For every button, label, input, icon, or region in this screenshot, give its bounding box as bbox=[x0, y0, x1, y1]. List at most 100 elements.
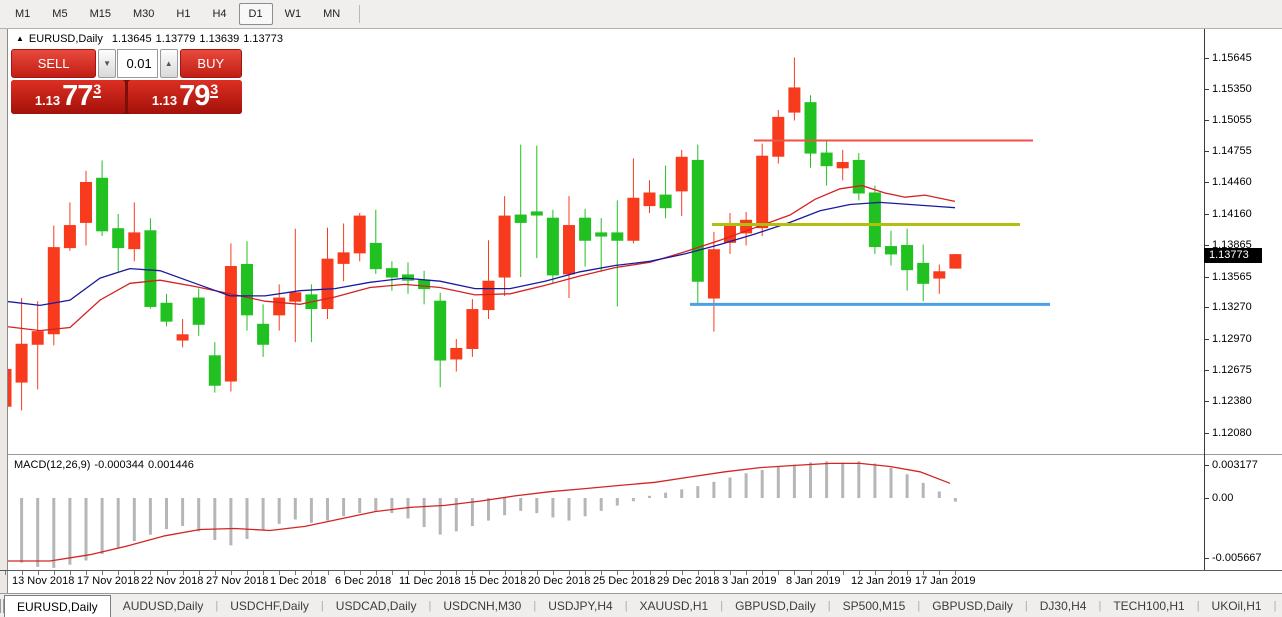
time-axis-tick bbox=[424, 571, 425, 575]
price-chart-canvas[interactable] bbox=[8, 29, 1205, 455]
timeframe-button-w1[interactable]: W1 bbox=[284, 8, 302, 20]
sell-price-button[interactable]: 1.13 77 3 bbox=[11, 80, 125, 114]
timeframe-button-m1[interactable]: M1 bbox=[15, 8, 31, 20]
ohlc-open: 1.13645 bbox=[111, 33, 152, 45]
candle bbox=[337, 223, 350, 282]
time-axis-tick bbox=[263, 571, 264, 575]
candle bbox=[144, 218, 157, 309]
candle-body bbox=[820, 152, 833, 167]
candle bbox=[47, 225, 60, 346]
price-axis-border bbox=[1204, 29, 1205, 570]
sell-button[interactable]: SELL bbox=[11, 49, 97, 78]
chart-tab-tech100-h1[interactable]: TECH100,H1 bbox=[1113, 598, 1185, 613]
candle bbox=[63, 202, 76, 251]
chart-tab-usdcnh-m30[interactable]: USDCNH,M30 bbox=[443, 598, 522, 613]
time-axis-tick bbox=[70, 571, 71, 575]
candle-body bbox=[788, 87, 801, 113]
ohlc-high: 1.13779 bbox=[155, 33, 196, 45]
candle-body bbox=[530, 211, 543, 216]
price-axis-tick bbox=[1204, 433, 1209, 434]
chart-tab-bar: EURUSD,Daily AUDUSD,Daily | USDCHF,Daily | US… bbox=[0, 593, 1282, 617]
candle bbox=[15, 298, 28, 411]
time-axis-tick bbox=[328, 571, 329, 575]
candle-body bbox=[241, 263, 253, 316]
timeframe-button-mn[interactable]: MN bbox=[323, 8, 341, 20]
ohlc-low: 1.13639 bbox=[199, 33, 240, 45]
timeframe-button-m30[interactable]: M30 bbox=[132, 8, 155, 20]
time-axis-tick bbox=[617, 571, 618, 575]
time-axis-tick bbox=[794, 571, 795, 575]
chart-tab-usdjpy-h4[interactable]: USDJPY,H4 bbox=[548, 598, 613, 613]
candle bbox=[208, 342, 221, 393]
candle bbox=[128, 202, 141, 262]
candle-body bbox=[482, 280, 495, 311]
candle-body bbox=[579, 217, 592, 241]
chart-tab-audusd-daily[interactable]: AUDUSD,Daily bbox=[122, 598, 204, 613]
price-axis-tick bbox=[1204, 339, 1209, 340]
timeframe-button-m5[interactable]: M5 bbox=[52, 8, 68, 20]
candle bbox=[514, 144, 527, 278]
candle bbox=[546, 209, 559, 284]
candle-body bbox=[273, 297, 286, 316]
candle-body bbox=[659, 194, 672, 209]
macd-value-main: -0.000344 bbox=[94, 459, 144, 471]
chart-tab-gbpusd-daily[interactable]: GBPUSD,Daily bbox=[735, 598, 816, 613]
candle-body bbox=[128, 232, 141, 250]
macd-indicator-canvas[interactable] bbox=[8, 456, 1205, 570]
buy-price-button[interactable]: 1.13 79 3 bbox=[128, 80, 242, 114]
timeframe-button-h4[interactable]: H4 bbox=[212, 8, 227, 20]
candle bbox=[160, 293, 173, 327]
volume-input[interactable]: 0.01 bbox=[117, 49, 158, 78]
candle-body bbox=[15, 343, 28, 383]
candle-body bbox=[917, 262, 930, 284]
time-axis-tick bbox=[923, 571, 924, 575]
chart-tab-dj30-h4[interactable]: DJ30,H4 bbox=[1039, 598, 1087, 613]
time-axis-tick bbox=[199, 571, 200, 575]
macd-axis-tick bbox=[1204, 558, 1209, 559]
buy-button[interactable]: BUY bbox=[179, 49, 242, 78]
macd-axis-label: 0.00 bbox=[1212, 492, 1234, 504]
chart-tab-eurusd-daily[interactable]: EURUSD,Daily bbox=[4, 595, 111, 617]
time-axis-tick bbox=[762, 571, 763, 575]
time-axis-tick bbox=[118, 571, 119, 575]
chart-tab-sp500-m15[interactable]: SP500,M15 bbox=[842, 598, 906, 613]
tab-separator: | bbox=[320, 599, 324, 612]
indicator-panel-divider[interactable] bbox=[8, 454, 1282, 456]
chart-tab-usdcad-daily[interactable]: USDCAD,Daily bbox=[335, 598, 417, 613]
sell-price-pip: 3 bbox=[93, 81, 102, 98]
candle-body bbox=[740, 219, 753, 234]
candle bbox=[289, 228, 302, 343]
candle-body bbox=[47, 247, 60, 335]
chart-tab-gbpusd-daily[interactable]: GBPUSD,Daily bbox=[932, 598, 1013, 613]
date-label: 8 Jan 2019 bbox=[786, 575, 841, 587]
candle bbox=[482, 240, 495, 320]
candle bbox=[8, 368, 12, 407]
indicator-collapse-icon[interactable]: ▲ bbox=[16, 34, 24, 43]
date-label: 27 Nov 2018 bbox=[206, 575, 269, 587]
volume-decrease-button[interactable]: ▼ bbox=[98, 49, 117, 78]
candle bbox=[434, 292, 447, 388]
candle bbox=[353, 212, 366, 262]
timeframe-button-d1[interactable]: D1 bbox=[238, 3, 273, 25]
timeframe-button-m15[interactable]: M15 bbox=[89, 8, 111, 20]
chart-tab-xauusd-h1[interactable]: XAUUSD,H1 bbox=[639, 598, 709, 613]
volume-increase-button[interactable]: ▲ bbox=[159, 49, 178, 78]
candle bbox=[707, 231, 720, 332]
tabbar-grip[interactable] bbox=[0, 594, 4, 617]
time-axis-tick bbox=[392, 571, 393, 575]
candle bbox=[192, 288, 205, 336]
candle-body bbox=[385, 268, 398, 278]
candle-body bbox=[321, 258, 334, 310]
chart-ohlc-title: ▲ EURUSD,Daily 1.13645 1.13779 1.13639 1.1377… bbox=[16, 33, 287, 45]
date-label: 29 Dec 2018 bbox=[657, 575, 720, 587]
chart-tab-usdchf-daily[interactable]: USDCHF,Daily bbox=[230, 598, 309, 613]
chart-symbol-label: EURUSD,Daily bbox=[28, 33, 103, 45]
timeframe-button-h1[interactable]: H1 bbox=[176, 8, 191, 20]
moving-average-blue-line bbox=[8, 201, 956, 307]
candle-body bbox=[595, 232, 608, 237]
chart-tab-ukoil-h1[interactable]: UKOil,H1 bbox=[1211, 598, 1262, 613]
candle bbox=[31, 301, 44, 390]
candle bbox=[450, 339, 463, 372]
candle bbox=[369, 209, 382, 274]
time-axis-tick bbox=[730, 571, 731, 575]
